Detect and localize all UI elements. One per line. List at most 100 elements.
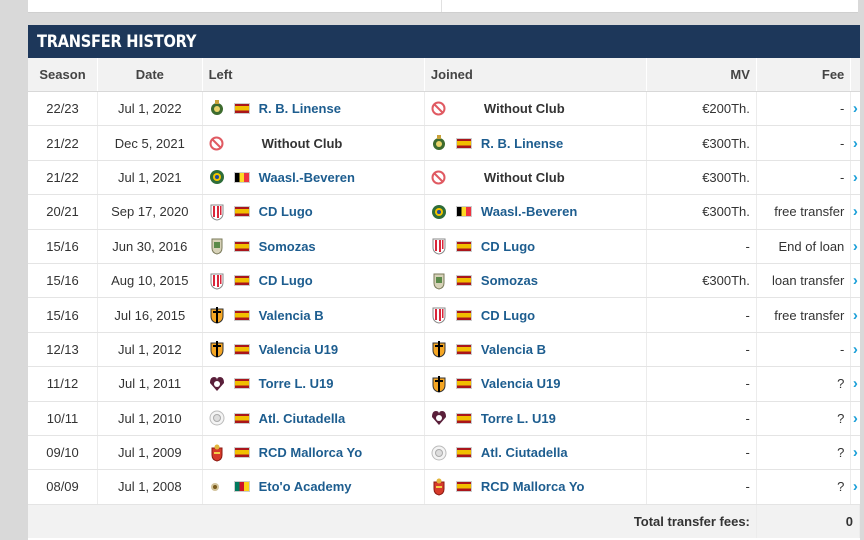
left-club-name[interactable]: Valencia U19 [258, 341, 339, 357]
left-club-logo-icon[interactable] [209, 100, 225, 118]
joined-cell: Valencia U19 [424, 366, 648, 402]
date-cell: Dec 5, 2021 [97, 125, 203, 161]
joined-club[interactable]: Valencia B [431, 340, 640, 358]
chevron-right-icon[interactable]: › [852, 272, 858, 290]
left-club-logo-icon[interactable] [209, 444, 225, 462]
joined-club-name[interactable]: CD Lugo [480, 238, 536, 254]
season-cell: 21/22 [28, 160, 99, 196]
chevron-right-icon[interactable]: › [852, 168, 858, 186]
left-club[interactable]: CD Lugo [209, 272, 418, 290]
left-club[interactable]: Somozas [209, 237, 418, 255]
joined-club-logo-icon[interactable] [431, 340, 447, 358]
chevron-right-icon[interactable]: › [852, 134, 858, 152]
row-link[interactable]: › [850, 332, 860, 368]
left-club-name[interactable]: Valencia B [258, 307, 324, 323]
chevron-right-icon[interactable]: › [852, 444, 858, 462]
joined-club-name[interactable]: Waasl.-Beveren [480, 204, 578, 220]
joined-club[interactable]: Waasl.-Beveren [431, 203, 640, 221]
row-link[interactable]: › [850, 469, 860, 505]
left-club-flag-icon [233, 171, 250, 183]
left-club[interactable]: CD Lugo [209, 203, 418, 221]
joined-club-name[interactable]: Somozas [480, 273, 538, 289]
row-link[interactable]: › [850, 263, 860, 299]
left-club-name[interactable]: CD Lugo [258, 273, 313, 289]
chevron-right-icon[interactable]: › [852, 306, 858, 324]
joined-club-name[interactable]: Torre L. U19 [480, 410, 556, 426]
joined-club-name[interactable]: CD Lugo [480, 307, 536, 323]
fee-cell: loan transfer [756, 263, 852, 299]
chevron-right-icon[interactable]: › [852, 375, 858, 393]
date-cell: Jul 1, 2009 [97, 435, 203, 471]
joined-club-name[interactable]: R. B. Linense [480, 135, 564, 151]
left-club-name: Without Club [261, 135, 343, 151]
joined-club-logo-icon[interactable] [431, 444, 447, 462]
row-link[interactable]: › [850, 160, 860, 196]
mv-cell: - [646, 401, 757, 436]
joined-club[interactable]: CD Lugo [431, 237, 640, 255]
row-link[interactable]: › [850, 91, 860, 127]
left-club-logo-icon[interactable] [209, 375, 225, 393]
chevron-right-icon[interactable]: › [852, 340, 858, 358]
left-club[interactable]: Eto'o Academy [209, 478, 418, 496]
joined-club-name[interactable]: Valencia B [480, 341, 546, 357]
left-club-logo-icon[interactable] [209, 478, 225, 496]
joined-club[interactable]: RCD Mallorca Yo [431, 478, 640, 496]
left-club-logo-icon[interactable] [209, 306, 225, 324]
joined-club[interactable]: R. B. Linense [431, 134, 640, 152]
chevron-right-icon[interactable]: › [852, 203, 858, 221]
joined-club-logo-icon[interactable] [431, 478, 447, 496]
row-link[interactable]: › [850, 297, 860, 333]
joined-club-logo-icon[interactable] [431, 134, 447, 152]
left-cell: Without Club [202, 125, 425, 161]
left-club-logo-icon[interactable] [209, 272, 225, 290]
left-club[interactable]: Valencia U19 [209, 340, 418, 358]
left-club[interactable]: Waasl.-Beveren [209, 168, 418, 186]
table-row: 11/12 Jul 1, 2011 Torre L. U19 Valencia … [28, 366, 860, 402]
joined-club-name[interactable]: Valencia U19 [480, 376, 561, 392]
left-club[interactable]: Atl. Ciutadella [209, 409, 418, 427]
left-club-name[interactable]: Somozas [258, 238, 316, 254]
joined-club-logo-icon[interactable] [431, 375, 447, 393]
left-club-name[interactable]: RCD Mallorca Yo [258, 445, 363, 461]
joined-club-flag-icon [455, 378, 472, 390]
left-club-logo-icon[interactable] [209, 237, 225, 255]
left-club[interactable]: Torre L. U19 [209, 375, 418, 393]
left-club-logo-icon[interactable] [209, 409, 225, 427]
left-club-name[interactable]: Waasl.-Beveren [258, 169, 355, 185]
joined-club-name[interactable]: Atl. Ciutadella [480, 445, 568, 461]
joined-club[interactable]: CD Lugo [431, 306, 640, 324]
left-club-name[interactable]: R. B. Linense [258, 101, 341, 117]
joined-club-name[interactable]: RCD Mallorca Yo [480, 479, 585, 495]
left-club-name[interactable]: Atl. Ciutadella [258, 410, 346, 426]
joined-club-logo-icon[interactable] [431, 409, 447, 427]
season-cell: 15/16 [28, 263, 99, 299]
col-left: Left [202, 58, 425, 92]
joined-club[interactable]: Somozas [431, 272, 640, 290]
chevron-right-icon[interactable]: › [852, 478, 858, 496]
joined-club[interactable]: Valencia U19 [431, 375, 640, 393]
left-club-name[interactable]: Torre L. U19 [258, 376, 334, 392]
row-link[interactable]: › [850, 125, 860, 161]
left-club-logo-icon[interactable] [209, 168, 225, 186]
chevron-right-icon[interactable]: › [852, 100, 858, 118]
row-link[interactable]: › [850, 366, 860, 402]
joined-club[interactable]: Torre L. U19 [431, 409, 640, 427]
row-link[interactable]: › [850, 435, 860, 471]
left-club[interactable]: R. B. Linense [209, 100, 418, 118]
joined-club-logo-icon[interactable] [431, 203, 447, 221]
row-link[interactable]: › [850, 194, 860, 230]
joined-club-logo-icon[interactable] [431, 306, 447, 324]
joined-club-logo-icon[interactable] [431, 272, 447, 290]
joined-club-logo-icon[interactable] [431, 237, 447, 255]
row-link[interactable]: › [850, 229, 860, 264]
left-club[interactable]: Valencia B [209, 306, 418, 324]
left-club[interactable]: RCD Mallorca Yo [209, 444, 418, 462]
left-club-name[interactable]: Eto'o Academy [258, 479, 352, 495]
chevron-right-icon[interactable]: › [852, 237, 858, 255]
row-link[interactable]: › [850, 401, 860, 436]
chevron-right-icon[interactable]: › [852, 409, 858, 427]
left-club-logo-icon[interactable] [209, 340, 225, 358]
left-club-name[interactable]: CD Lugo [258, 204, 313, 220]
left-club-logo-icon[interactable] [209, 203, 225, 221]
joined-club[interactable]: Atl. Ciutadella [431, 444, 640, 462]
